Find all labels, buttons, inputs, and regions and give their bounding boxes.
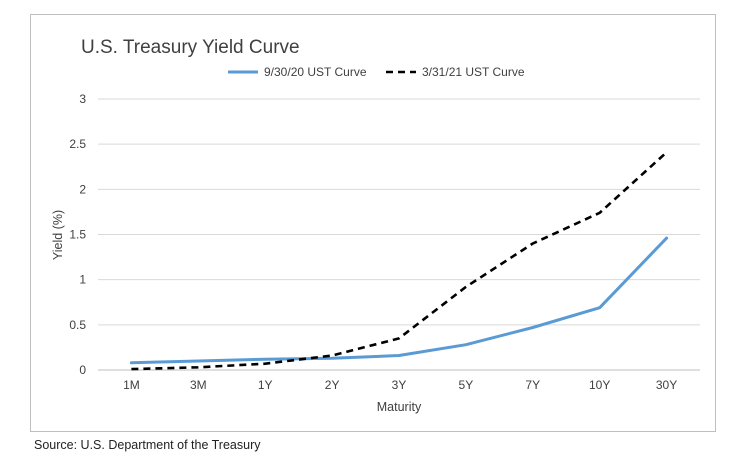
y-tick-label: 2.5 [69, 137, 86, 151]
x-axis-label: Maturity [377, 400, 422, 414]
axes: 0 0.5 1 1.5 2 2.5 3 1M 3M 1Y 2Y 3Y 5Y 7Y 10Y 30Y [69, 92, 700, 392]
y-tick-label: 0.5 [69, 318, 86, 332]
source-note: Source: U.S. Department of the Treasury [34, 438, 261, 452]
grid-lines [98, 98, 700, 326]
x-tick-label: 2Y [325, 378, 340, 392]
y-tick-label: 2 [79, 182, 86, 196]
series-line-1 [129, 236, 669, 365]
y-tick-label: 1 [79, 273, 86, 287]
x-tick-label: 7Y [525, 378, 540, 392]
x-tick-label: 30Y [656, 378, 677, 392]
legend: 9/30/20 UST Curve 3/31/21 UST Curve [228, 65, 525, 79]
y-axis-label: Yield (%) [51, 210, 65, 260]
legend-label-2: 3/31/21 UST Curve [422, 65, 525, 79]
legend-label-1: 9/30/20 UST Curve [264, 65, 367, 79]
series-lines [129, 151, 669, 371]
chart-title: U.S. Treasury Yield Curve [81, 37, 300, 58]
x-tick-label: 3Y [392, 378, 407, 392]
x-tick-label: 10Y [589, 378, 610, 392]
series-line-2 [131, 151, 668, 371]
y-tick-label: 1.5 [69, 228, 86, 242]
x-tick-label: 5Y [459, 378, 474, 392]
x-tick-label: 1M [123, 378, 140, 392]
y-tick-label: 0 [79, 363, 86, 377]
y-tick-label: 3 [79, 92, 86, 106]
x-tick-label: 3M [190, 378, 207, 392]
x-tick-label: 1Y [258, 378, 273, 392]
